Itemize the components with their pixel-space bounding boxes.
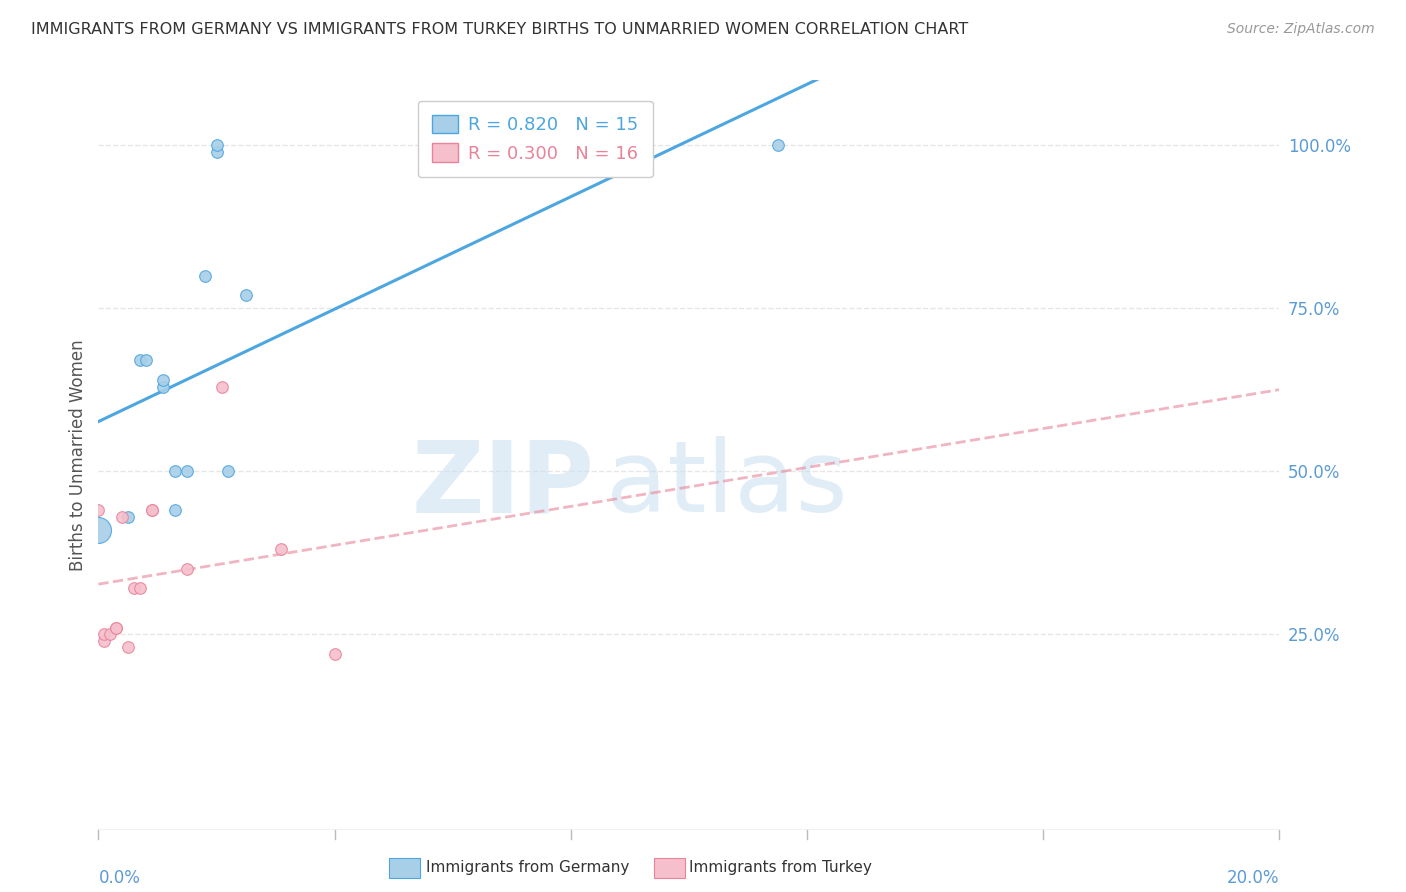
Point — [111, 509, 134, 524]
Text: Source: ZipAtlas.com: Source: ZipAtlas.com — [1227, 22, 1375, 37]
Point — [128, 582, 150, 596]
Point — [87, 523, 110, 537]
Point — [205, 138, 228, 153]
Point — [165, 464, 187, 478]
Legend: R = 0.820   N = 15, R = 0.300   N = 16: R = 0.820 N = 15, R = 0.300 N = 16 — [418, 101, 652, 178]
Point — [205, 145, 228, 159]
Text: ZIP: ZIP — [412, 436, 595, 533]
Point — [93, 627, 115, 641]
Point — [93, 633, 115, 648]
Point — [165, 503, 187, 517]
FancyBboxPatch shape — [389, 858, 420, 878]
Point — [194, 268, 217, 283]
Point — [122, 582, 145, 596]
Point — [87, 503, 110, 517]
Text: atlas: atlas — [606, 436, 848, 533]
Y-axis label: Births to Unmarried Women: Births to Unmarried Women — [69, 339, 87, 571]
Point — [98, 627, 121, 641]
Point — [176, 464, 198, 478]
Point — [105, 621, 128, 635]
Text: 20.0%: 20.0% — [1227, 869, 1279, 887]
Text: 0.0%: 0.0% — [98, 869, 141, 887]
Point — [152, 379, 174, 393]
Point — [176, 562, 198, 576]
Point — [217, 464, 239, 478]
Point — [117, 509, 139, 524]
Point — [766, 138, 789, 153]
FancyBboxPatch shape — [654, 858, 685, 878]
Point — [211, 379, 233, 393]
Point — [141, 503, 163, 517]
Point — [117, 640, 139, 654]
Point — [270, 542, 292, 557]
Point — [128, 353, 150, 368]
Point — [135, 353, 157, 368]
Point — [141, 503, 163, 517]
Text: Immigrants from Turkey: Immigrants from Turkey — [689, 860, 872, 874]
Point — [152, 373, 174, 387]
Point — [235, 288, 257, 302]
Text: IMMIGRANTS FROM GERMANY VS IMMIGRANTS FROM TURKEY BIRTHS TO UNMARRIED WOMEN CORR: IMMIGRANTS FROM GERMANY VS IMMIGRANTS FR… — [31, 22, 969, 37]
Text: Immigrants from Germany: Immigrants from Germany — [426, 860, 630, 874]
Point — [105, 621, 128, 635]
Point — [323, 647, 346, 661]
